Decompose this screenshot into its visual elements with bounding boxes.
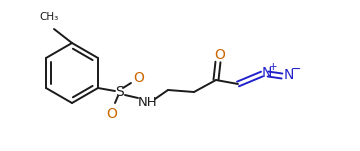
Text: N: N xyxy=(262,66,272,80)
Text: S: S xyxy=(116,85,124,99)
Text: O: O xyxy=(107,107,117,121)
Text: NH: NH xyxy=(138,95,158,109)
Text: −: − xyxy=(291,63,301,76)
Text: CH₃: CH₃ xyxy=(39,12,59,22)
Text: O: O xyxy=(134,71,144,85)
Text: +: + xyxy=(269,62,277,72)
Text: N: N xyxy=(284,68,294,82)
Text: O: O xyxy=(215,48,225,62)
